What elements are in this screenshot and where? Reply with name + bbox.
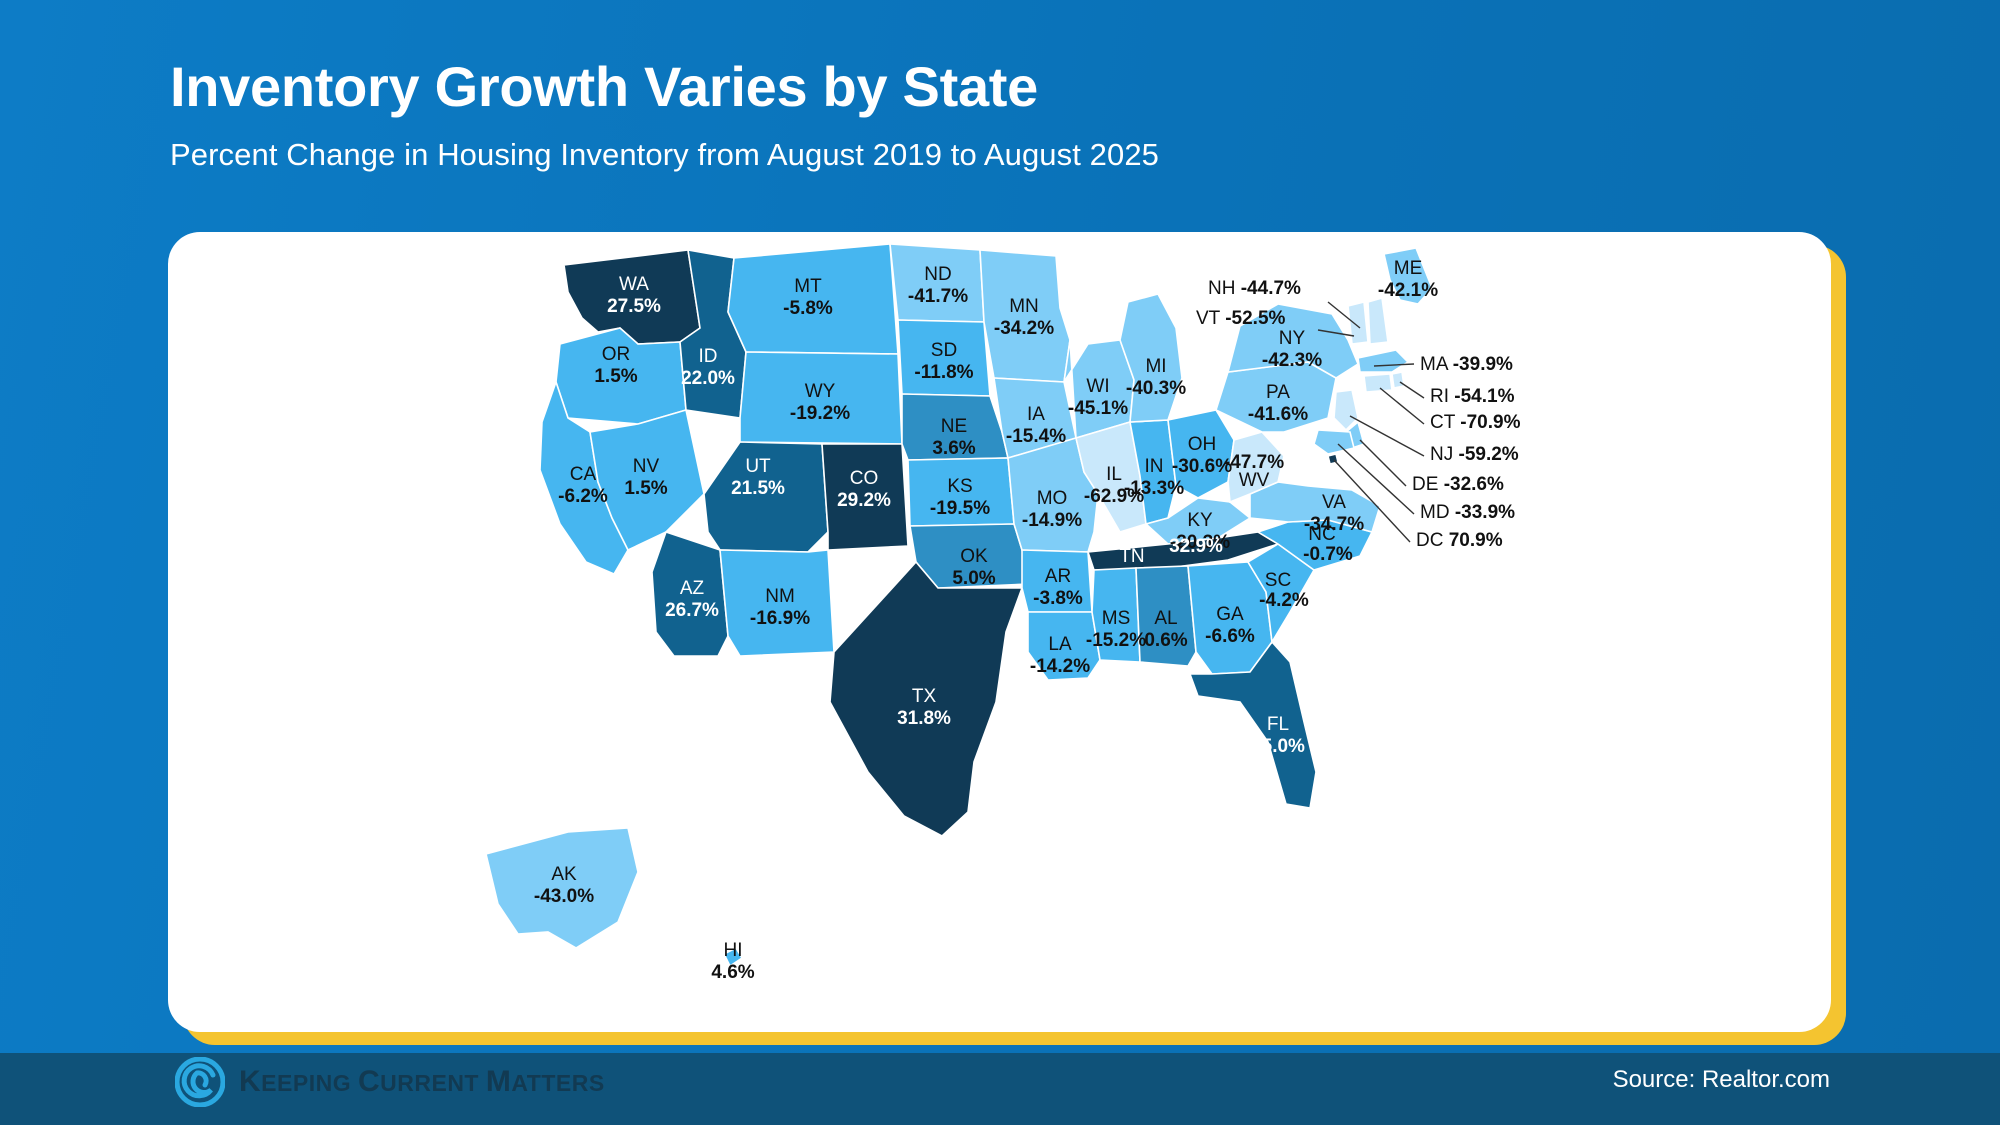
leader-line-dc bbox=[1333, 459, 1411, 543]
state-label-ms: MS -15.2% bbox=[1086, 608, 1146, 651]
state-label-nd: ND -41.7% bbox=[908, 264, 968, 307]
state-label-oh: OH -30.6% bbox=[1172, 434, 1232, 477]
state-label-id: ID 22.0% bbox=[681, 346, 735, 389]
state-wy[interactable] bbox=[739, 351, 903, 445]
state-label-co: CO 29.2% bbox=[837, 468, 891, 511]
leader-line-nj bbox=[1349, 415, 1425, 457]
brand-name: KEEPING CURRENT MATTERS bbox=[239, 1065, 605, 1098]
page-title: Inventory Growth Varies by State bbox=[170, 55, 1038, 118]
state-label-wa: WA 27.5% bbox=[607, 274, 661, 317]
leader-line-ct bbox=[1379, 387, 1425, 425]
callout-label-dc: DC 70.9% bbox=[1416, 530, 1503, 551]
state-label-ca: CA -6.2% bbox=[558, 464, 608, 507]
state-ny[interactable] bbox=[1226, 303, 1359, 379]
us-choropleth-map: WA 27.5% OR 1.5% ID 22.0% MT -5.8% WY -19.2% NV 1.5… bbox=[485, 243, 1521, 983]
state-nh[interactable] bbox=[1367, 296, 1389, 345]
state-wv[interactable] bbox=[1227, 431, 1285, 504]
state-label-in: IN -13.3% bbox=[1124, 456, 1184, 499]
state-label-tx: TX 31.8% bbox=[897, 686, 951, 729]
state-nm[interactable] bbox=[719, 549, 835, 657]
state-label-ar: AR -3.8% bbox=[1033, 566, 1083, 609]
state-md[interactable] bbox=[1313, 429, 1355, 455]
state-label-ak: AK -43.0% bbox=[534, 864, 594, 907]
state-label-ny: NY -42.3% bbox=[1262, 328, 1322, 371]
state-label-il: IL -62.9% bbox=[1084, 464, 1144, 507]
state-label-ky: KY -20.3% bbox=[1170, 510, 1230, 553]
state-hi[interactable] bbox=[722, 946, 744, 968]
state-label-pa: PA -41.6% bbox=[1248, 382, 1308, 425]
leader-lines bbox=[1317, 301, 1425, 543]
state-label-ok: OK 5.0% bbox=[952, 546, 995, 589]
brand-logo: KEEPING CURRENT MATTERS bbox=[175, 1057, 605, 1107]
source-attribution: Source: Realtor.com bbox=[1612, 1066, 1830, 1093]
state-label-hi: HI 4.6% bbox=[711, 940, 754, 983]
map-card: WA 27.5% OR 1.5% ID 22.0% MT -5.8% WY -19.2% NV 1.5… bbox=[168, 232, 1831, 1032]
state-label-wi: WI -45.1% bbox=[1068, 376, 1128, 419]
state-tx[interactable] bbox=[829, 560, 1024, 837]
state-label-ne: NE 3.6% bbox=[932, 416, 975, 459]
state-label-az: AZ 26.7% bbox=[665, 578, 719, 621]
callout-label-vt: VT -52.5% bbox=[1196, 308, 1286, 329]
state-label-sd: SD -11.8% bbox=[914, 340, 973, 383]
state-nj[interactable] bbox=[1333, 389, 1359, 432]
state-label-ia: IA -15.4% bbox=[1006, 404, 1066, 447]
state-label-al: AL 0.6% bbox=[1144, 608, 1187, 651]
leader-line-nh bbox=[1327, 301, 1361, 329]
leader-line-ma bbox=[1373, 363, 1415, 367]
state-nv[interactable] bbox=[589, 408, 705, 552]
state-co[interactable] bbox=[821, 443, 909, 551]
leader-line-ri bbox=[1399, 381, 1425, 399]
state-ri[interactable] bbox=[1391, 371, 1405, 389]
state-label-ut: UT 21.5% bbox=[731, 456, 785, 499]
state-label-sc: SC -4.2% bbox=[1259, 570, 1309, 611]
state-label-tn: TN 32.9% bbox=[1119, 536, 1223, 567]
state-label-me: ME -42.1% bbox=[1378, 258, 1438, 301]
spiral-logo-icon bbox=[175, 1057, 225, 1107]
state-label-mt: MT -5.8% bbox=[783, 276, 833, 319]
state-label-mo: MO -14.9% bbox=[1022, 488, 1082, 531]
state-ct[interactable] bbox=[1363, 373, 1393, 393]
state-label-mn: MN -34.2% bbox=[994, 296, 1054, 339]
state-label-wy: WY -19.2% bbox=[790, 381, 850, 424]
state-label-nv: NV 1.5% bbox=[624, 456, 667, 499]
state-label-mi: MI -40.3% bbox=[1126, 356, 1186, 399]
state-label-va: VA -34.7% bbox=[1304, 492, 1364, 535]
state-label-wv: WV-47.7% bbox=[1224, 452, 1284, 491]
leader-line-md bbox=[1337, 443, 1415, 515]
leader-line-vt bbox=[1317, 329, 1355, 337]
state-label-or: OR 1.5% bbox=[594, 344, 637, 387]
callout-label-ma: MA -39.9% bbox=[1420, 354, 1513, 375]
callout-label-ct: CT -70.9% bbox=[1430, 412, 1521, 433]
callout-label-ri: RI -54.1% bbox=[1430, 386, 1515, 407]
callout-label-nj: NJ -59.2% bbox=[1430, 444, 1519, 465]
leader-line-de bbox=[1359, 439, 1407, 487]
state-ut[interactable] bbox=[703, 441, 829, 553]
callout-label-md: MD -33.9% bbox=[1420, 502, 1515, 523]
state-label-ks: KS -19.5% bbox=[930, 476, 990, 519]
page-subtitle: Percent Change in Housing Inventory from… bbox=[170, 136, 1160, 172]
state-label-ga: GA -6.6% bbox=[1205, 604, 1255, 647]
state-label-nm: NM -16.9% bbox=[750, 586, 810, 629]
state-ca[interactable] bbox=[539, 379, 629, 576]
header: Inventory Growth Varies by State Percent… bbox=[170, 55, 1570, 173]
callout-label-nh: NH -44.7% bbox=[1208, 278, 1301, 299]
state-label-nc: NC -0.7% bbox=[1303, 524, 1353, 565]
state-label-fl: FL 25.0% bbox=[1251, 714, 1305, 757]
state-me[interactable] bbox=[1383, 247, 1433, 305]
state-vt[interactable] bbox=[1347, 300, 1369, 345]
state-ma[interactable] bbox=[1357, 349, 1410, 373]
state-label-la: LA -14.2% bbox=[1030, 634, 1090, 677]
state-ak[interactable] bbox=[485, 827, 639, 949]
callout-label-de: DE -32.6% bbox=[1412, 474, 1504, 495]
footer-bar bbox=[0, 1053, 2000, 1125]
